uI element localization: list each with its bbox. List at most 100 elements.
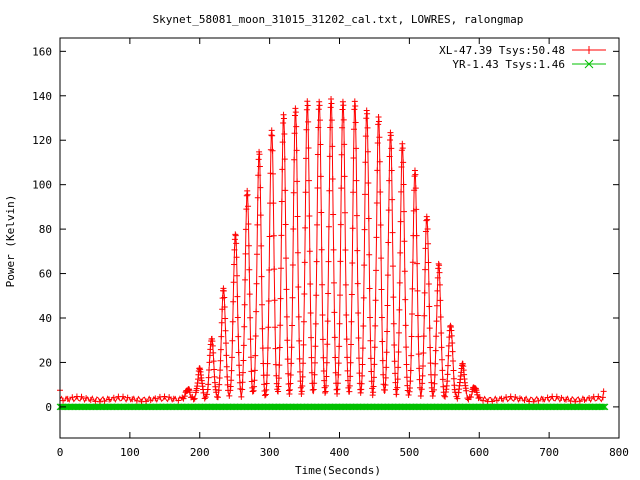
xl-point [317, 141, 324, 148]
xl-point [307, 310, 314, 317]
xl-point [352, 119, 359, 126]
xl-point [325, 223, 332, 230]
xl-point [340, 102, 347, 109]
xl-point [269, 132, 276, 139]
xl-point [489, 398, 496, 405]
xl-point [349, 259, 356, 266]
xl-point [299, 382, 306, 389]
xl-point [439, 376, 446, 383]
xl-point [264, 345, 271, 352]
xl-point [278, 265, 285, 272]
x-tick-label: 0 [57, 446, 64, 459]
xl-point [390, 320, 397, 327]
xl-point [202, 394, 209, 401]
xl-point [407, 378, 414, 385]
xl-point [365, 179, 372, 186]
xl-point [358, 386, 365, 393]
xl-point [329, 175, 336, 182]
xl-point [348, 341, 355, 348]
xl-point [397, 218, 404, 225]
xl-point [310, 386, 317, 393]
xl-point [234, 314, 241, 321]
xl-point [408, 352, 415, 359]
x-tick-label: 700 [539, 446, 559, 459]
xl-point [314, 185, 321, 192]
xl-point [166, 394, 173, 401]
xl-point [211, 366, 218, 373]
xl-point [325, 290, 332, 297]
xl-point [254, 221, 261, 228]
y-tick-label: 140 [32, 90, 52, 103]
xl-point [270, 200, 277, 207]
series-xl-line [59, 99, 605, 404]
xl-point [474, 391, 481, 398]
xl-point [319, 281, 326, 288]
xl-point [411, 173, 418, 180]
xl-point [285, 370, 292, 377]
xl-point [367, 314, 374, 321]
xl-point [329, 143, 336, 150]
xl-point [317, 173, 324, 180]
xl-point [445, 362, 452, 369]
xl-point [358, 380, 365, 387]
xl-point [211, 373, 218, 380]
xl-point [395, 348, 402, 355]
xl-point [209, 342, 216, 349]
xl-point [308, 334, 315, 341]
xl-point [363, 115, 370, 122]
xl-point [283, 286, 290, 293]
xl-point [214, 394, 221, 401]
xl-point [312, 320, 319, 327]
xl-point [398, 164, 405, 171]
xl-point [498, 395, 505, 402]
xl-point [449, 339, 456, 346]
xl-point [217, 357, 224, 364]
xl-point [350, 154, 357, 161]
xl-point [235, 349, 242, 356]
xl-point [265, 324, 272, 331]
xl-point [436, 262, 443, 269]
xl-point [276, 344, 283, 351]
xl-point [599, 394, 606, 401]
xl-point [320, 354, 327, 361]
xl-point [402, 322, 409, 329]
xl-point [217, 346, 224, 353]
xl-point [238, 393, 245, 400]
xl-point [216, 374, 223, 381]
xl-point [336, 343, 343, 350]
xl-point [387, 132, 394, 139]
xl-point [386, 177, 393, 184]
xl-point [437, 313, 444, 320]
xl-point [467, 394, 474, 401]
xl-point [402, 296, 409, 303]
xl-point [200, 389, 207, 396]
xl-point [436, 281, 443, 288]
xl-point [234, 293, 241, 300]
xl-point [344, 377, 351, 384]
xl-point [253, 308, 260, 315]
xl-point [217, 367, 224, 374]
xl-point [420, 349, 427, 356]
xl-point [352, 102, 359, 109]
xl-point [143, 398, 150, 405]
xl-point [413, 232, 420, 239]
xl-point [360, 294, 367, 301]
xl-point [287, 372, 294, 379]
xl-point [230, 279, 237, 286]
xl-point [563, 396, 570, 403]
xl-point [347, 359, 354, 366]
xl-point [223, 352, 230, 359]
xl-point [408, 333, 415, 340]
xl-point [133, 397, 140, 404]
xl-point [223, 363, 230, 370]
xl-point [253, 280, 260, 287]
xl-point [283, 313, 290, 320]
xl-point [426, 303, 433, 310]
xl-point [291, 130, 298, 137]
xl-point [373, 267, 380, 274]
xl-point [433, 333, 440, 340]
xl-point [206, 359, 213, 366]
xl-point [306, 248, 313, 255]
xl-point [434, 287, 441, 294]
xl-point [535, 397, 542, 404]
